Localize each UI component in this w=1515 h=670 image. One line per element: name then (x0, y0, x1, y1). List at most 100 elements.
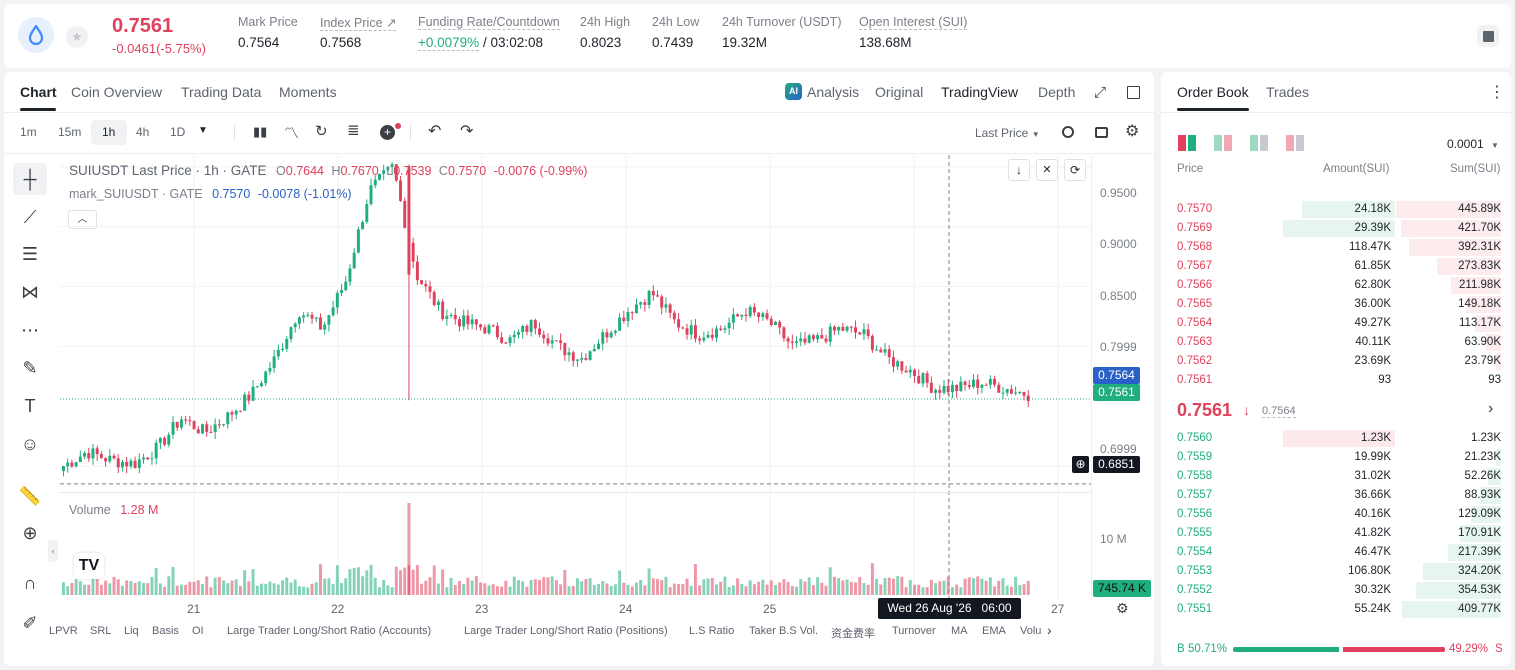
redo-icon[interactable]: ↷ (460, 123, 474, 140)
window-icon[interactable] (1127, 86, 1140, 99)
tab-coin-overview[interactable]: Coin Overview (71, 84, 163, 100)
bid-row[interactable]: 0.7552 30.32K 354.53K (1169, 581, 1507, 600)
undo-icon[interactable]: ↶ (428, 123, 442, 140)
view-depth[interactable]: Depth (1038, 84, 1076, 100)
template-icon[interactable]: ≣ (347, 122, 360, 139)
trendline-tool-icon[interactable]: ⟋ (23, 206, 37, 227)
ask-row[interactable]: 0.7565 36.00K 149.18K (1169, 295, 1507, 314)
bid-row[interactable]: 0.7551 55.24K 409.77K (1169, 600, 1507, 619)
more-menu-icon[interactable]: ⋮ (1489, 84, 1505, 101)
indicator-scroll-right-icon[interactable]: › (1047, 622, 1052, 638)
settings-gear-icon[interactable]: ⚙ (1125, 123, 1140, 140)
text-tool-icon[interactable]: T (24, 395, 36, 416)
indicator-taker-vol[interactable]: Taker B.S Vol. (749, 625, 819, 637)
candle-type-icon[interactable]: ▮▮ (253, 124, 268, 139)
indicator-liq[interactable]: Liq (124, 625, 139, 637)
emoji-tool-icon[interactable]: ☺ (20, 433, 40, 454)
view-tradingview[interactable]: TradingView (941, 84, 1019, 100)
tab-trading-data[interactable]: Trading Data (181, 84, 262, 100)
view-original[interactable]: Original (875, 84, 924, 100)
ask-row[interactable]: 0.7563 40.11K 63.90K (1169, 333, 1507, 352)
camera-icon[interactable] (1095, 127, 1108, 138)
view-analysis[interactable]: Analysis (807, 84, 860, 100)
precision-select[interactable]: 0.0001 ▼ (1447, 137, 1499, 151)
ruler-tool-icon[interactable]: 📏 (18, 485, 42, 506)
ask-row[interactable]: 0.7562 23.69K 23.79K (1169, 352, 1507, 371)
legend-collapse-button[interactable]: ︿ (68, 210, 97, 229)
fib-tool-icon[interactable]: ⋯ (21, 319, 39, 340)
ask-row[interactable]: 0.7561 93 93 (1169, 371, 1507, 390)
horizontal-lines-tool-icon[interactable]: ☰ (21, 243, 39, 264)
notebook-icon[interactable] (1477, 25, 1499, 47)
pattern-tool-icon[interactable]: ⋈ (21, 281, 39, 302)
view-depth-icon[interactable] (1286, 135, 1304, 151)
bid-row[interactable]: 0.7560 1.23K 1.23K (1169, 429, 1507, 448)
ask-row[interactable]: 0.7568 118.47K 392.31K (1169, 238, 1507, 257)
tf-dropdown-icon[interactable]: ▼ (198, 125, 208, 136)
indicator-ls-ratio[interactable]: L.S Ratio (689, 625, 735, 637)
expand-icon[interactable]: ⤢ (1094, 84, 1107, 101)
replay-icon[interactable]: ↻ (315, 123, 328, 140)
mid-chevron-right-icon[interactable]: › (1488, 400, 1494, 417)
candle-body (356, 229, 360, 253)
indicator-icon[interactable]: 〽 (284, 125, 300, 142)
tf-15m[interactable]: 15m (58, 125, 82, 139)
ask-row[interactable]: 0.7570 24.18K 445.89K (1169, 200, 1507, 219)
tab-moments[interactable]: Moments (279, 84, 337, 100)
tab-chart[interactable]: Chart (20, 84, 57, 100)
ask-row[interactable]: 0.7564 49.27K 113.17K (1169, 314, 1507, 333)
bid-row[interactable]: 0.7555 41.82K 170.91K (1169, 524, 1507, 543)
indicator-oi[interactable]: OI (192, 625, 204, 637)
candle-body (883, 349, 887, 353)
bid-row[interactable]: 0.7556 40.16K 129.09K (1169, 505, 1507, 524)
indicator-ma[interactable]: MA (951, 625, 968, 637)
indicator-ema[interactable]: EMA (982, 625, 1006, 637)
indicator-lpvr[interactable]: LPVR (49, 625, 78, 637)
ask-row[interactable]: 0.7569 29.39K 421.70K (1169, 219, 1507, 238)
search-icon[interactable] (1062, 126, 1074, 138)
view-bids-icon[interactable] (1214, 135, 1232, 151)
magnet-tool-icon[interactable]: ∩ (23, 572, 37, 593)
stat-label-oi[interactable]: Open Interest (SUI) (859, 15, 968, 30)
indicator-ltls-accounts[interactable]: Large Trader Long/Short Ratio (Accounts) (227, 625, 432, 637)
indicator-volume[interactable]: Volu (1020, 625, 1042, 637)
bid-row[interactable]: 0.7553 106.80K 324.20K (1169, 562, 1507, 581)
price-source-select[interactable]: Last Price ▼ (975, 126, 1040, 140)
stat-label-index[interactable]: Index Price ↗ (320, 16, 397, 31)
view-both-icon[interactable] (1178, 135, 1196, 151)
ask-row[interactable]: 0.7566 62.80K 211.98K (1169, 276, 1507, 295)
bid-row[interactable]: 0.7557 36.66K 88.93K (1169, 486, 1507, 505)
bid-row[interactable]: 0.7559 19.99K 21.23K (1169, 448, 1507, 467)
axis-settings-icon[interactable]: ⚙ (1116, 600, 1129, 616)
bid-row[interactable]: 0.7558 31.02K 52.26K (1169, 467, 1507, 486)
collapse-toolbar-handle[interactable]: ‹ (48, 540, 58, 562)
refresh-button[interactable]: ⟳ (1064, 159, 1086, 181)
indicator-srl[interactable]: SRL (90, 625, 112, 637)
indicator-funding-rate[interactable]: 资金费率 (831, 628, 875, 640)
indicator-turnover[interactable]: Turnover (892, 625, 936, 637)
ai-analysis-icon[interactable]: AI (785, 83, 802, 100)
tab-order-book[interactable]: Order Book (1177, 84, 1249, 100)
scroll-down-button[interactable]: ↓ (1008, 159, 1030, 181)
add-alert-plus-icon[interactable]: ⊕ (1072, 456, 1089, 473)
add-plus-icon[interactable]: + (380, 125, 395, 140)
brush-tool-icon[interactable]: ✎ (22, 357, 38, 378)
tf-4h[interactable]: 4h (136, 125, 150, 139)
collapse-chart-button[interactable]: ✕ (1036, 159, 1058, 181)
pencil-lock-tool-icon[interactable]: ✐ (22, 612, 38, 633)
tf-1h[interactable]: 1h (102, 125, 116, 139)
bid-row[interactable]: 0.7554 46.47K 217.39K (1169, 543, 1507, 562)
stat-label-funding[interactable]: Funding Rate/Countdown (418, 15, 560, 30)
indicator-basis[interactable]: Basis (152, 625, 179, 637)
candlestick-chart[interactable] (60, 155, 1091, 600)
indicator-ltls-positions[interactable]: Large Trader Long/Short Ratio (Positions… (464, 625, 668, 637)
tab-trades[interactable]: Trades (1266, 84, 1310, 100)
view-asks-icon[interactable] (1250, 135, 1268, 151)
tf-1d[interactable]: 1D (170, 125, 186, 139)
zoom-in-tool-icon[interactable]: ⊕ (22, 522, 38, 543)
ask-row[interactable]: 0.7567 61.85K 273.83K (1169, 257, 1507, 276)
crosshair-tool-icon[interactable]: ┼ (13, 163, 47, 195)
tf-1m[interactable]: 1m (20, 125, 37, 139)
coin-logo[interactable] (18, 17, 54, 53)
favorite-star-icon[interactable]: ★ (66, 26, 88, 48)
